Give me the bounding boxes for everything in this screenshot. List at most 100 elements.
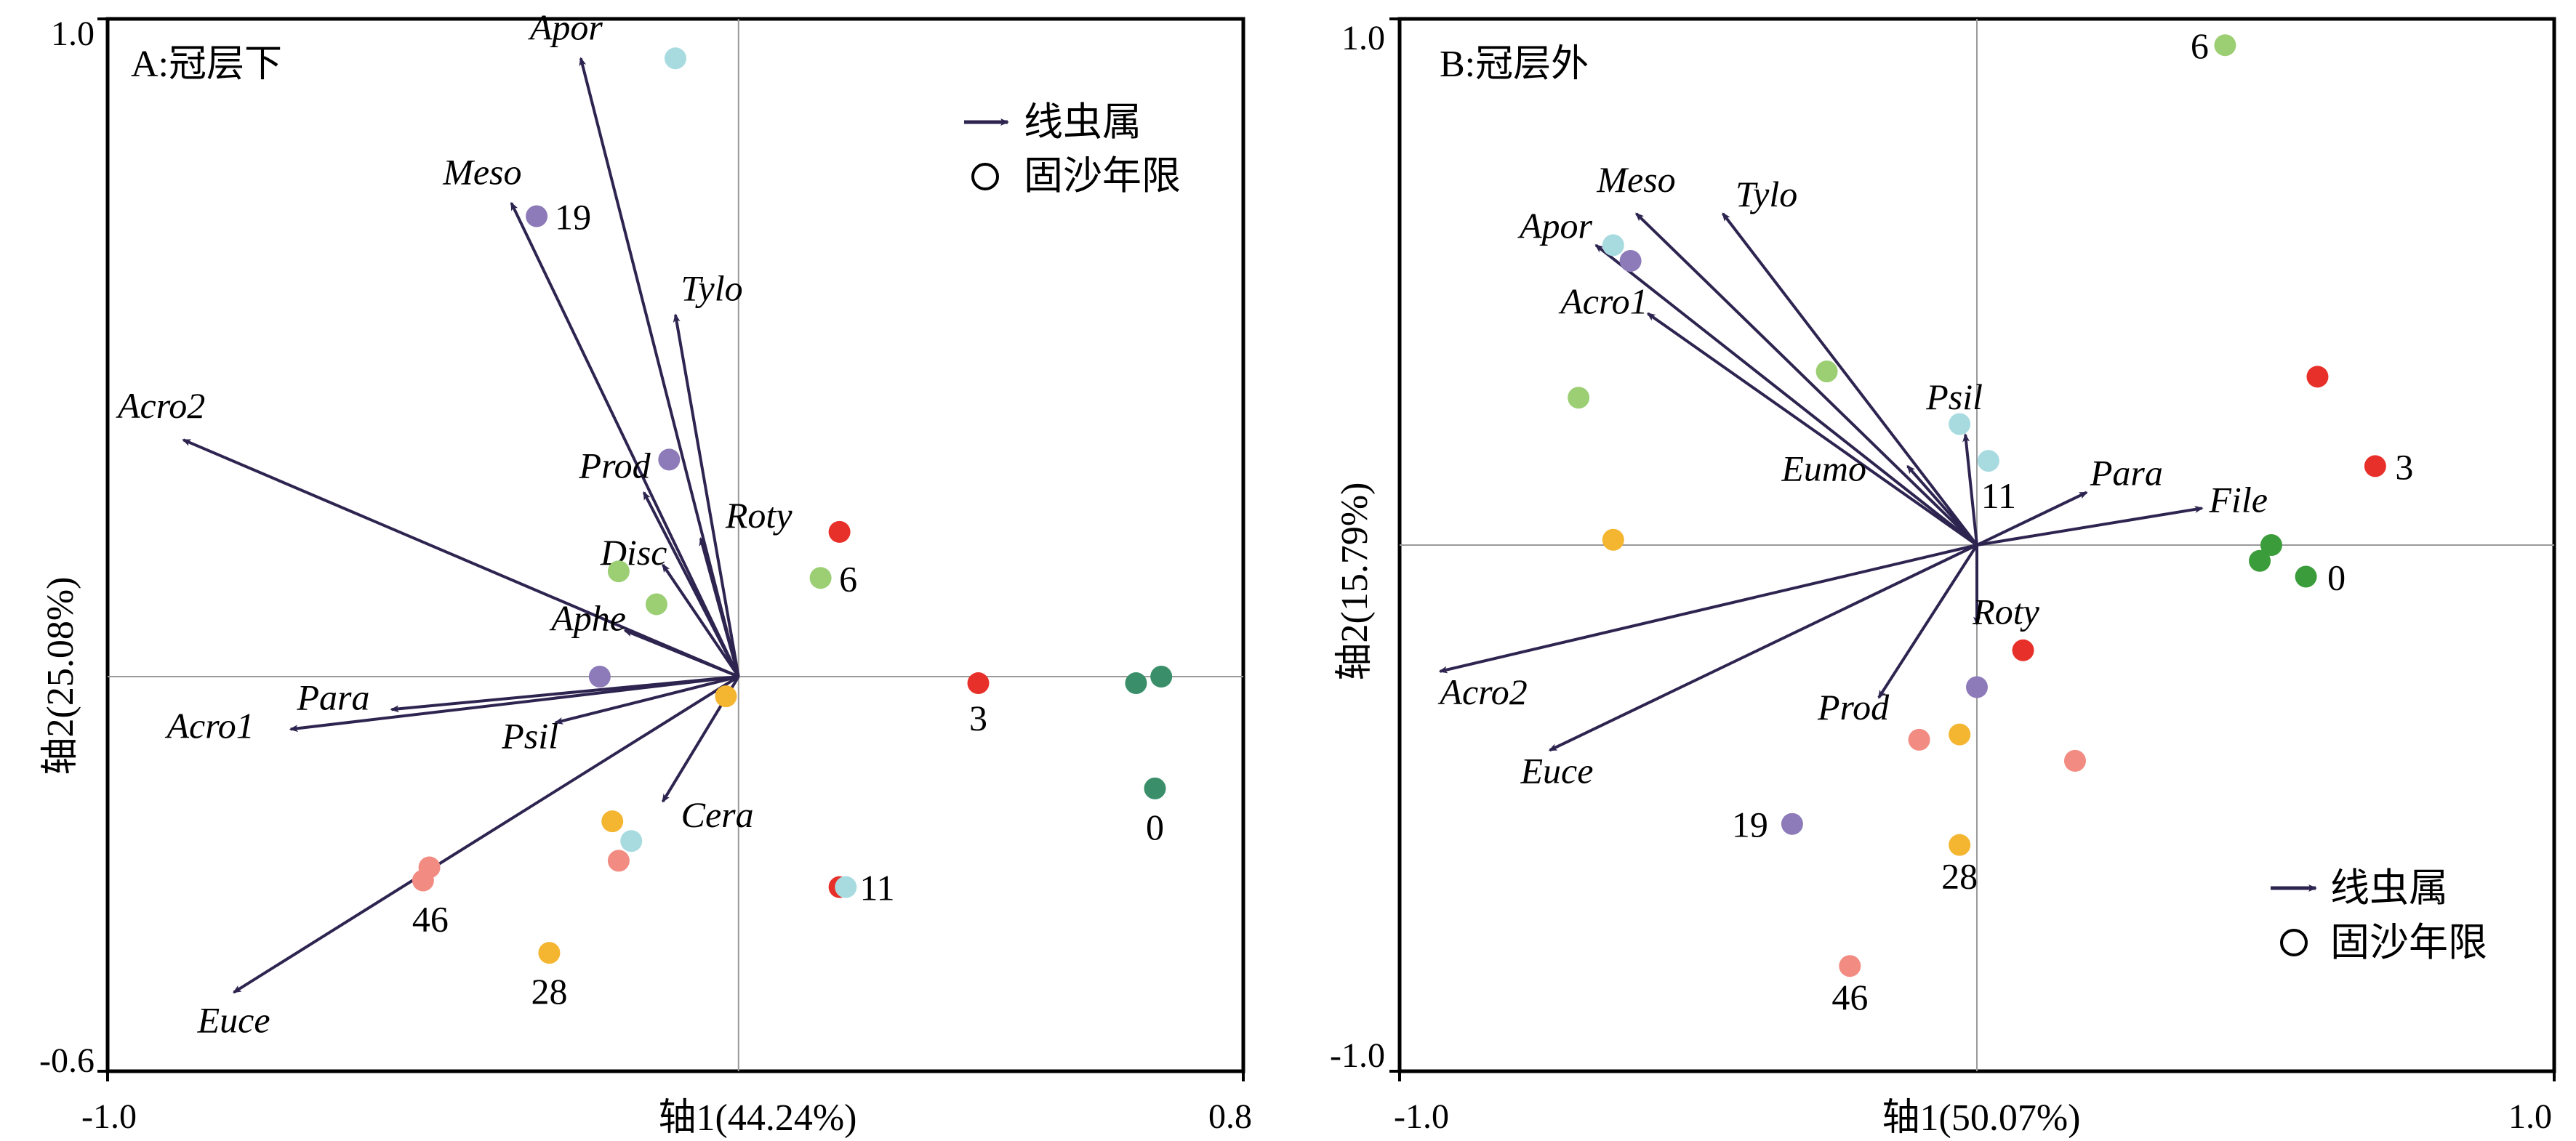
data-point: [1602, 528, 1624, 551]
arrow-label-psil: Psil: [501, 715, 558, 756]
arrow-label-apor: Apor: [1517, 205, 1593, 246]
point-label-3: 3: [969, 698, 987, 738]
legend: 线虫属 固沙年限: [964, 100, 1181, 198]
panel-title: A:冠层下: [131, 44, 282, 85]
data-point: [1144, 777, 1166, 799]
x-axis-label: 轴1(44.24%): [659, 1097, 857, 1139]
arrows: Meso Tylo Apor Acro1 Psil Eumo Para File Roty Pro…: [1437, 159, 2268, 791]
ticks: [1389, 17, 2556, 1081]
data-point: [1949, 723, 1971, 746]
data-point: [1839, 955, 1861, 977]
arrow-label-tylo: Tylo: [681, 267, 742, 308]
point-label-46: 46: [412, 899, 449, 940]
point-label-28: 28: [1941, 856, 1978, 897]
point-label-46: 46: [1831, 977, 1868, 1017]
data-point: [715, 685, 737, 708]
arrow-prod: [642, 491, 740, 677]
data-point: [1977, 450, 1999, 472]
data-point: [835, 876, 857, 898]
arrow-eumo: [1906, 464, 1978, 547]
point-label-6: 6: [2191, 25, 2209, 66]
point-label-11: 11: [1981, 475, 2016, 516]
arrow-tylo: [673, 313, 740, 677]
point-label-19: 19: [555, 197, 591, 238]
arrow-tylo: [1722, 212, 1978, 547]
data-point: [1949, 413, 1971, 435]
data-point: [588, 666, 611, 688]
legend-label-years: 固沙年限: [1024, 154, 1181, 198]
data-point: [607, 850, 630, 872]
data-point: [1150, 666, 1173, 688]
arrow-psil: [554, 675, 739, 725]
legend-label-years: 固沙年限: [2330, 921, 2487, 964]
arrow-apor: [579, 57, 740, 677]
arrow-prod: [1877, 544, 1978, 699]
arrow-label-acro1: Acro1: [164, 705, 254, 746]
arrow-label-roty: Roty: [725, 495, 793, 536]
arrow-meso: [1635, 212, 1978, 547]
arrow-roty: [699, 537, 740, 677]
data-point: [526, 205, 548, 227]
point-label-19: 19: [1732, 805, 1768, 845]
y-tick-label-max: 1.0: [51, 15, 95, 53]
arrow-euce: [232, 675, 739, 994]
data-point: [665, 47, 686, 70]
data-point: [620, 830, 643, 852]
arrow-label-acro2: Acro2: [1437, 672, 1527, 712]
arrow-label-aphe: Aphe: [549, 598, 626, 639]
x-tick-label-max: 0.8: [1208, 1097, 1252, 1136]
point-label-0: 0: [2327, 557, 2346, 597]
plot-frame: [105, 17, 1245, 1073]
arrow-label-meso: Meso: [1596, 159, 1675, 200]
data-point: [967, 672, 990, 695]
y-axis-label: 轴2(15.79%): [1334, 483, 1376, 681]
arrow-disc: [661, 563, 740, 678]
y-axis-label: 轴2(25.08%): [40, 577, 81, 775]
arrow-label-meso: Meso: [442, 151, 521, 192]
legend-circle-icon: [971, 163, 999, 190]
arrow-label-prod: Prod: [579, 445, 651, 486]
data-point: [2295, 565, 2317, 588]
arrow-label-eumo: Eumo: [1781, 448, 1866, 488]
data-point: [607, 560, 630, 583]
arrow-para: [1976, 491, 2088, 547]
arrow-label-roty: Roty: [1972, 592, 2039, 632]
ticks: [97, 17, 1245, 1081]
data-point: [645, 593, 667, 616]
arrow-psil: [1962, 432, 1978, 546]
data-point: [538, 942, 561, 964]
legend: 线虫属 固沙年限: [2271, 866, 2487, 964]
arrow-acro2: [182, 438, 739, 678]
points: 6 11 3 0 19 28 46: [1568, 25, 2413, 1017]
arrow-label-acro1: Acro1: [1558, 281, 1648, 321]
arrow-label-euce: Euce: [197, 999, 270, 1040]
panel-a: AporMesoTyloAcro2ProdRotyDiscApheParaAcr…: [39, 7, 1252, 1139]
y-tick-label-min: -1.0: [1330, 1036, 1385, 1075]
arrow-label-prod: Prod: [1817, 687, 1890, 727]
data-point: [828, 520, 851, 543]
data-point: [1125, 672, 1147, 695]
arrow-acro1: [1646, 312, 1978, 547]
arrow-apor: [1594, 243, 1978, 547]
arrow-label-cera: Cera: [681, 794, 754, 835]
legend-label-genus: 线虫属: [2330, 866, 2448, 910]
x-tick-label-min: -1.0: [1394, 1097, 1449, 1136]
data-point: [1568, 387, 1590, 409]
panel-title: B:冠层外: [1440, 44, 1589, 85]
zero-lines: [108, 19, 1243, 1071]
point-label-6: 6: [839, 558, 857, 599]
data-point: [1781, 813, 1803, 835]
arrow-label-tylo: Tylo: [1736, 174, 1797, 214]
x-tick-label-min: -1.0: [81, 1097, 137, 1136]
arrow-meso: [510, 201, 740, 677]
x-tick-label-max: 1.0: [2508, 1097, 2552, 1136]
arrows: AporMesoTyloAcro2ProdRotyDiscApheParaAcr…: [116, 7, 793, 1040]
y-tick-label-min: -0.6: [39, 1041, 95, 1080]
arrow-label-file: File: [2208, 479, 2268, 520]
data-point: [2012, 639, 2034, 661]
panel-b: Meso Tylo Apor Acro1 Psil Eumo Para File Roty Pro…: [1330, 17, 2556, 1139]
arrow-label-acro2: Acro2: [116, 385, 205, 426]
data-point: [601, 810, 624, 833]
point-label-0: 0: [1146, 807, 1164, 847]
data-point: [2306, 366, 2329, 388]
